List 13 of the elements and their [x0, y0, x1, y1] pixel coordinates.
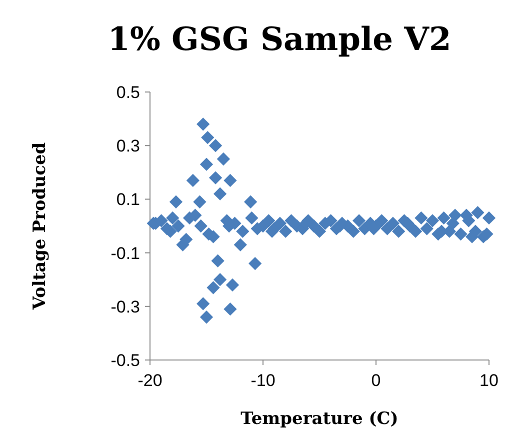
x-tick-label: 10	[480, 371, 498, 390]
y-tick-label: 0.5	[116, 82, 140, 102]
x-tick-label: 0	[371, 371, 381, 390]
y-tick-label: -0.1	[110, 244, 140, 263]
y-tick-label: -0.5	[110, 350, 140, 370]
x-axis-title: Temperature (C)	[240, 409, 398, 429]
x-tick-label: -20	[138, 371, 162, 390]
y-tick-label: -0.3	[110, 297, 140, 316]
y-tick-label: 0.3	[116, 136, 140, 156]
y-tick-label: 0.1	[116, 190, 140, 210]
x-tick-label: -10	[250, 371, 276, 390]
y-axis-title: Voltage Produced	[30, 142, 50, 311]
chart-title: 1% GSG Sample V2	[108, 20, 452, 58]
